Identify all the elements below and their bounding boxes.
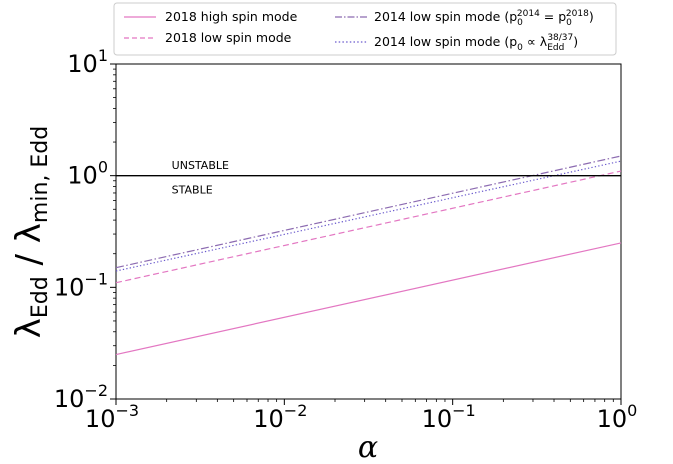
y-axis-label-main: λ — [9, 318, 49, 338]
series-line-low2014b — [115, 160, 622, 272]
x-tick-label: 100 — [597, 401, 638, 433]
series-line-low2014a — [115, 155, 622, 269]
legend-label-2014-low-b-formula: (p — [504, 34, 517, 49]
legend-label-2014-low-b: 2014 low spin mode (p0 ∝ λEdd38/37) — [374, 33, 578, 53]
x-tick-label: 10−1 — [422, 401, 476, 433]
x-tick-label: 10−2 — [253, 401, 307, 433]
legend-label-2014-low-b-name: 2014 low spin mode — [374, 34, 501, 49]
series-line-high2018 — [115, 242, 622, 356]
y-tick-label: 10−1 — [54, 269, 108, 301]
legend-label-2014-low-a-formula: (p — [504, 9, 517, 24]
legend-label-2018-low: 2018 low spin mode — [165, 30, 292, 45]
y-tick-label: 101 — [67, 46, 108, 78]
y-axis-label-main2: λ — [9, 223, 49, 243]
x-tick-label: 10−3 — [85, 401, 139, 433]
y-tick-label: 10−2 — [54, 381, 108, 413]
annotation-unstable: UNSTABLE — [172, 159, 229, 172]
legend-label-2018-high: 2018 high spin mode — [165, 9, 298, 24]
y-axis-label-sub2: min, Edd — [28, 126, 53, 223]
series-line-low2018 — [115, 170, 622, 284]
annotation-stable: STABLE — [172, 184, 213, 197]
legend-box — [113, 2, 617, 56]
y-axis-label-sub1: Edd — [28, 276, 53, 318]
plot-frame — [115, 63, 622, 400]
y-axis-label-sep: / — [9, 243, 49, 276]
legend-label-2014-low-a-name: 2014 low spin mode — [374, 9, 501, 24]
legend-label-2014-low-a: 2014 low spin mode (p02014 = p02018) — [374, 9, 594, 28]
annotations: UNSTABLE STABLE — [172, 159, 229, 197]
series-group — [115, 155, 622, 356]
legend: 2018 high spin mode 2018 low spin mode 2… — [113, 2, 617, 56]
y-axis-label: λEdd / λmin, Edd — [9, 126, 53, 338]
x-axis-label: α — [358, 430, 378, 464]
y-tick-label: 100 — [67, 158, 108, 190]
